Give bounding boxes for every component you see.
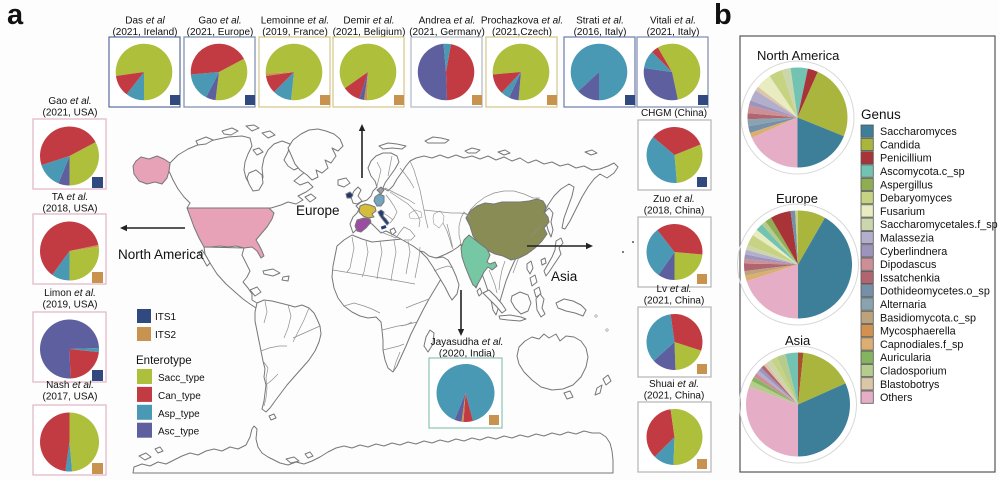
- svg-text:Can_type: Can_type: [158, 391, 201, 402]
- svg-text:(2021, USA): (2021, USA): [42, 108, 97, 119]
- svg-text:Aspergillus: Aspergillus: [880, 179, 933, 191]
- svg-text:Jayasudha et al.: Jayasudha et al.: [431, 337, 504, 348]
- svg-text:(2021, Europe): (2021, Europe): [187, 27, 254, 38]
- svg-text:Enterotype: Enterotype: [136, 355, 192, 367]
- svg-text:b: b: [714, 0, 732, 31]
- svg-text:a: a: [7, 0, 24, 31]
- svg-text:North America: North America: [118, 247, 204, 262]
- svg-text:Issatchenkia: Issatchenkia: [880, 272, 940, 284]
- svg-text:Debaryomyces: Debaryomyces: [880, 193, 953, 205]
- svg-text:Genus: Genus: [861, 107, 901, 122]
- svg-text:TA et al.: TA et al.: [52, 192, 89, 203]
- svg-text:Asc_type: Asc_type: [158, 427, 200, 438]
- svg-text:Shuai et al.: Shuai et al.: [649, 379, 699, 390]
- svg-text:(2020, India): (2020, India): [439, 349, 495, 360]
- svg-text:Andrea et al.: Andrea et al.: [419, 16, 476, 27]
- svg-text:Vitali et al.: Vitali et al.: [650, 16, 696, 27]
- svg-text:ITS1: ITS1: [155, 312, 177, 323]
- svg-text:(2021, Italy): (2021, Italy): [647, 27, 700, 38]
- svg-text:Dipodascus: Dipodascus: [880, 259, 937, 271]
- svg-text:(2021, Beligium): (2021, Beligium): [333, 27, 406, 38]
- svg-text:North America: North America: [757, 48, 840, 63]
- svg-text:Malassezia: Malassezia: [880, 233, 934, 245]
- svg-text:(2018, China): (2018, China): [644, 206, 705, 217]
- svg-text:(2021,Czech): (2021,Czech): [492, 27, 552, 38]
- svg-text:Saccharomyces: Saccharomyces: [880, 126, 957, 138]
- svg-text:Lv et al.: Lv et al.: [656, 284, 691, 295]
- svg-text:Cyberlindnera: Cyberlindnera: [880, 246, 947, 258]
- svg-text:Demir et al.: Demir et al.: [343, 16, 394, 27]
- svg-text:(2016, Italy): (2016, Italy): [574, 27, 627, 38]
- svg-text:Penicillium: Penicillium: [880, 153, 932, 165]
- svg-text:Basidiomycota.c_sp: Basidiomycota.c_sp: [880, 312, 976, 324]
- svg-text:Das et al: Das et al: [125, 16, 165, 27]
- svg-text:Asia: Asia: [551, 269, 578, 284]
- svg-text:Prochazkova et al.: Prochazkova et al.: [481, 16, 563, 27]
- svg-text:Others: Others: [880, 392, 913, 404]
- svg-text:Dothideomycetes.o_sp: Dothideomycetes.o_sp: [880, 286, 990, 298]
- svg-text:Candida: Candida: [880, 139, 920, 151]
- svg-text:Ascomycota.c_sp: Ascomycota.c_sp: [880, 166, 965, 178]
- svg-text:Capnodiales.f_sp: Capnodiales.f_sp: [880, 339, 963, 351]
- svg-text:Fusarium: Fusarium: [880, 206, 925, 218]
- svg-text:Strati et al.: Strati et al.: [576, 16, 624, 27]
- svg-text:Asp_type: Asp_type: [158, 409, 200, 420]
- svg-text:ITS2: ITS2: [155, 330, 177, 341]
- svg-text:(2019, France): (2019, France): [262, 27, 328, 38]
- svg-text:Lemoinne et al.: Lemoinne et al.: [261, 16, 329, 27]
- svg-text:Alternaria: Alternaria: [880, 299, 926, 311]
- svg-text:Europe: Europe: [296, 203, 340, 218]
- svg-text:Cladosporium: Cladosporium: [880, 366, 947, 378]
- svg-text:Asia: Asia: [785, 333, 811, 348]
- svg-text:Europe: Europe: [776, 191, 818, 206]
- svg-text:(2018, USA): (2018, USA): [42, 204, 97, 215]
- svg-text:CHGM (China): CHGM (China): [641, 108, 707, 119]
- svg-text:(2021, China): (2021, China): [644, 296, 705, 307]
- svg-text:Nash et al.: Nash et al.: [46, 380, 94, 391]
- svg-text:(2017, USA): (2017, USA): [42, 392, 97, 403]
- svg-text:Auricularia: Auricularia: [880, 352, 931, 364]
- svg-text:Mycosphaerella: Mycosphaerella: [880, 326, 956, 338]
- svg-text:Gao et al.: Gao et al.: [48, 96, 91, 107]
- svg-text:Gao et al.: Gao et al.: [198, 16, 241, 27]
- svg-text:(2019, USA): (2019, USA): [42, 300, 97, 311]
- svg-text:Sacc_type: Sacc_type: [158, 373, 205, 384]
- svg-text:(2021, Germany): (2021, Germany): [409, 27, 485, 38]
- svg-text:Limon et al.: Limon et al.: [44, 288, 96, 299]
- svg-text:Saccharomycetales.f_sp: Saccharomycetales.f_sp: [880, 219, 998, 231]
- svg-text:Zuo et al.: Zuo et al.: [653, 194, 695, 205]
- svg-text:Blastobotrys: Blastobotrys: [880, 379, 940, 391]
- svg-text:(2021, China): (2021, China): [644, 391, 705, 402]
- svg-text:(2021, Ireland): (2021, Ireland): [112, 27, 177, 38]
